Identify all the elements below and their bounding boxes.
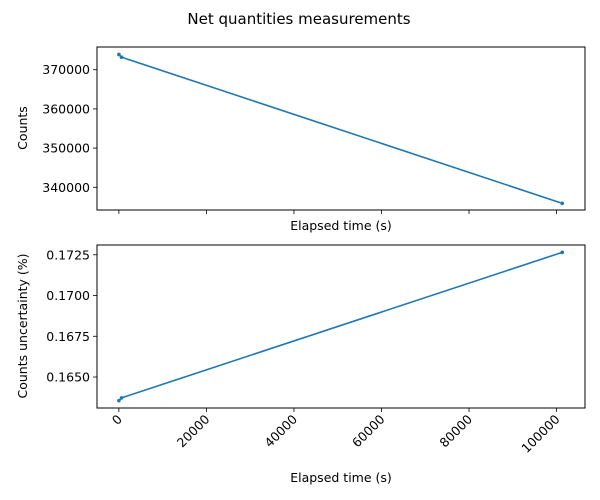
bottom-x-axis-label: Elapsed time (s): [290, 470, 392, 485]
bottom-data-point: [560, 250, 565, 255]
bottom-xtick-label: 20000: [174, 411, 213, 450]
top-data-point: [560, 201, 565, 206]
top-data-point: [119, 55, 124, 59]
bottom-xtick-label: 100000: [518, 411, 562, 455]
bottom-xticks: 0 20000 40000 60000 80000 100000: [109, 408, 563, 456]
top-subplot: 340000 350000 360000 370000 Elapsed time (s…: [15, 46, 586, 233]
bottom-ytick-label: 0.1650: [46, 370, 90, 385]
top-xticks: [118, 210, 557, 214]
top-series-group: [117, 52, 565, 206]
bottom-xtick-label: 0: [109, 411, 125, 427]
bottom-series-line: [118, 251, 563, 402]
top-yticks: 340000 350000 360000 370000: [42, 62, 97, 195]
bottom-data-point: [119, 396, 124, 400]
top-ytick-label: 370000: [42, 62, 90, 77]
bottom-xtick-label: 40000: [261, 411, 300, 450]
bottom-xtick-label: 60000: [349, 411, 388, 450]
top-series-line: [118, 53, 563, 205]
bottom-axes-frame: [96, 244, 586, 409]
top-axes-frame: [96, 46, 586, 211]
bottom-ytick-label: 0.1700: [46, 288, 90, 303]
top-ytick-label: 350000: [42, 141, 90, 156]
bottom-ytick-label: 0.1675: [46, 329, 90, 344]
bottom-series-group: [117, 250, 565, 403]
bottom-xtick-label: 80000: [436, 411, 475, 450]
top-x-axis-label: Elapsed time (s): [290, 218, 392, 233]
figure-title: Net quantities measurements: [187, 10, 410, 28]
bottom-subplot: 0 20000 40000 60000 80000 100000 0.1650 0.1675…: [15, 244, 586, 485]
bottom-yticks: 0.1650 0.1675 0.1700 0.1725: [46, 247, 97, 385]
top-data-point: [117, 52, 121, 57]
top-ytick-label: 340000: [42, 180, 90, 195]
top-y-axis-label: Counts: [15, 106, 30, 150]
top-ytick-label: 360000: [42, 101, 90, 116]
bottom-y-axis-label: Counts uncertainty (%): [15, 253, 30, 398]
bottom-data-point: [117, 398, 121, 403]
bottom-ytick-label: 0.1725: [46, 247, 90, 262]
